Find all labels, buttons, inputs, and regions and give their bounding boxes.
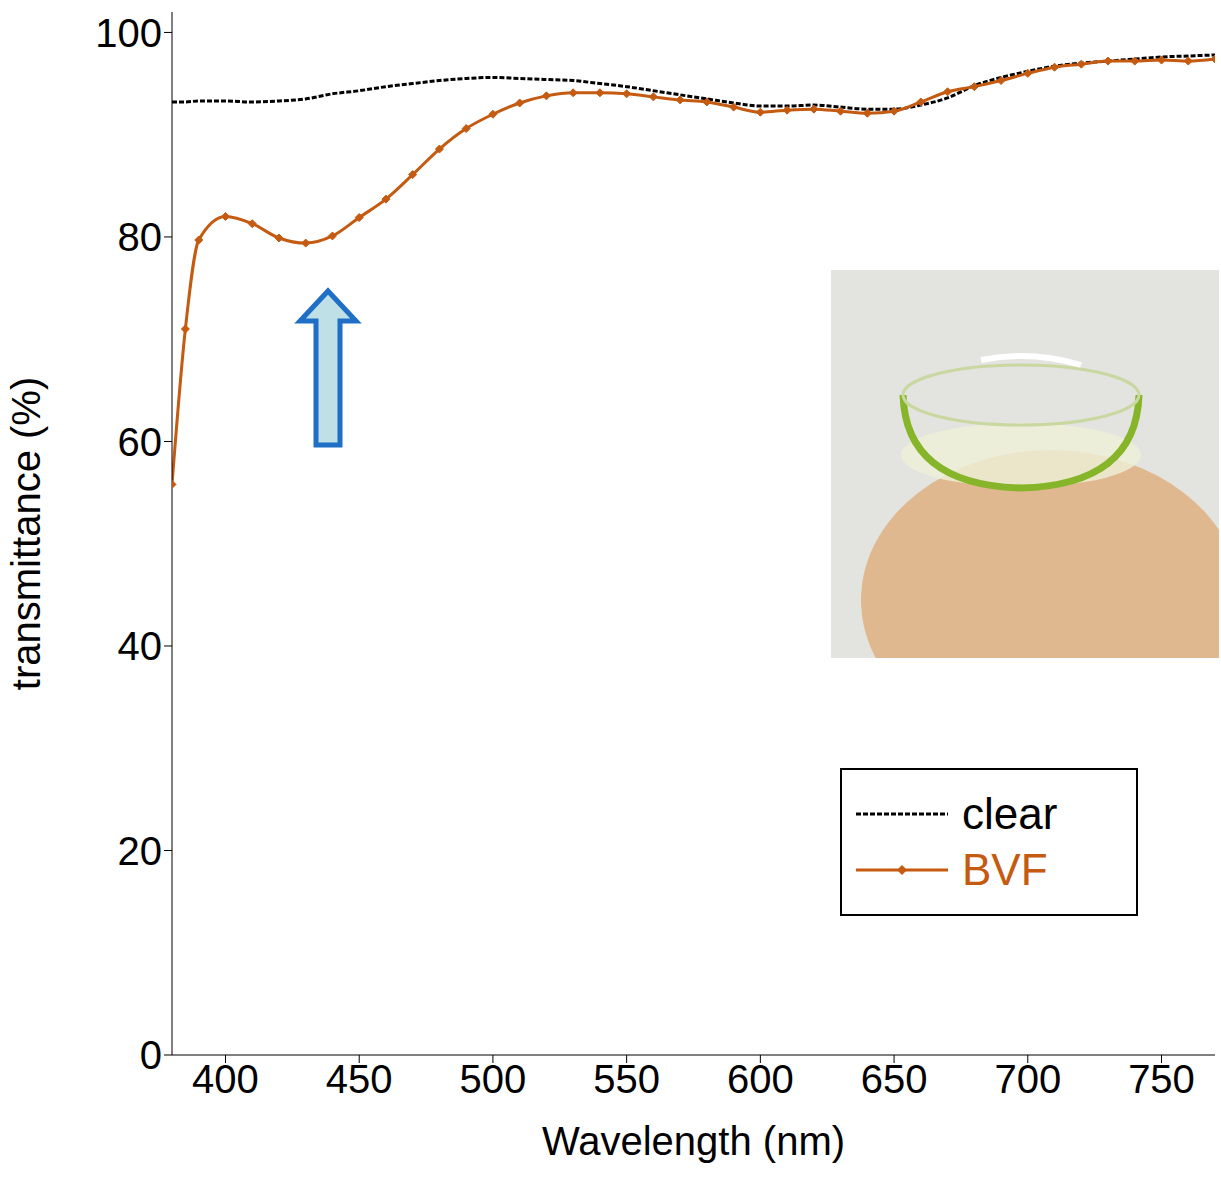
svg-text:0: 0 [140, 1033, 162, 1077]
svg-text:40: 40 [118, 624, 163, 668]
svg-text:450: 450 [326, 1057, 393, 1101]
html-text:BVF: BVF [962, 845, 1048, 894]
svg-text:transmittance (%): transmittance (%) [4, 377, 48, 690]
svg-text:600: 600 [727, 1057, 794, 1101]
svg-text:Wavelength (nm): Wavelength (nm) [542, 1119, 845, 1163]
svg-text:500: 500 [460, 1057, 527, 1101]
svg-text:400: 400 [192, 1057, 259, 1101]
svg-text:60: 60 [118, 420, 163, 464]
svg-text:700: 700 [994, 1057, 1061, 1101]
svg-text:750: 750 [1128, 1057, 1195, 1101]
html-text:clear: clear [962, 789, 1058, 838]
svg-text:100: 100 [95, 11, 162, 55]
svg-text:650: 650 [861, 1057, 928, 1101]
svg-text:80: 80 [118, 215, 163, 259]
svg-text:20: 20 [118, 829, 163, 873]
svg-text:550: 550 [593, 1057, 660, 1101]
